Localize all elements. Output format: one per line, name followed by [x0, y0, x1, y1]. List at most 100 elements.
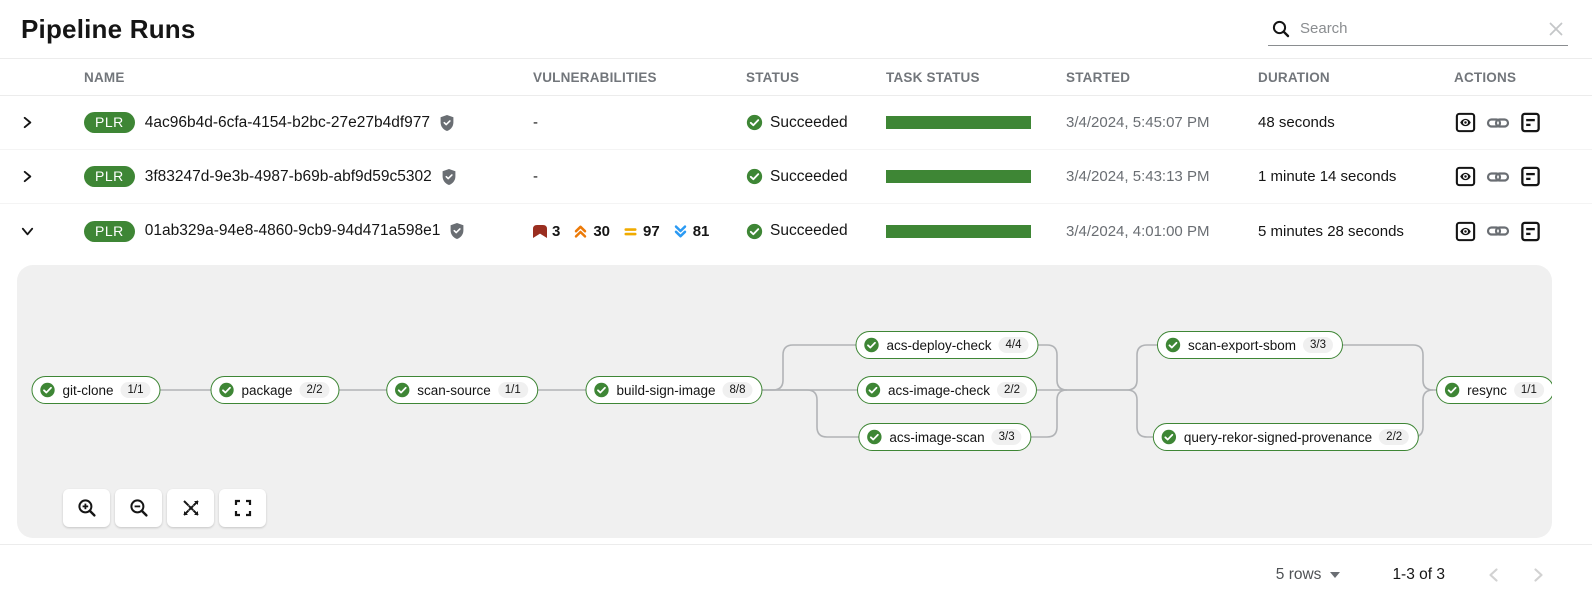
view-output-icon[interactable] — [1454, 165, 1477, 188]
expand-row-toggle[interactable] — [20, 169, 35, 184]
column-header-name: NAME — [84, 69, 125, 85]
task-node-count: 3/3 — [1303, 337, 1334, 353]
rows-per-page-label: 5 rows — [1275, 566, 1322, 583]
started-timestamp: 3/4/2024, 4:01:00 PM — [1066, 222, 1210, 240]
signed-shield-icon — [441, 168, 457, 186]
task-succeeded-icon — [865, 382, 881, 398]
clear-search-icon[interactable] — [1548, 21, 1564, 37]
view-output-icon[interactable] — [1454, 111, 1477, 134]
zoom-in-button[interactable] — [63, 489, 110, 527]
zoom-in-icon — [77, 498, 97, 518]
task-status-bar[interactable] — [886, 116, 1031, 129]
pipeline-run-name[interactable]: 01ab329a-94e8-4860-9cb9-94d471a598e1 — [144, 222, 441, 239]
task-node-label: scan-export-sbom — [1187, 337, 1297, 353]
pagination-controls — [1485, 566, 1547, 584]
page-title: Pipeline Runs — [21, 13, 196, 44]
task-node-resync[interactable]: resync 1/1 — [1436, 376, 1552, 404]
signed-shield-icon — [439, 114, 455, 132]
plr-badge: PLR — [84, 112, 135, 133]
collapse-row-toggle[interactable] — [20, 224, 35, 239]
chevron-right-icon — [20, 169, 35, 184]
task-node-count: 2/2 — [299, 382, 330, 398]
logs-icon[interactable] — [1519, 111, 1542, 134]
task-node-label: acs-deploy-check — [886, 337, 992, 353]
fit-to-screen-button[interactable] — [167, 489, 214, 527]
status-label: Succeeded — [770, 167, 848, 185]
task-node-count: 2/2 — [1379, 429, 1410, 445]
task-status-bar[interactable] — [886, 170, 1031, 183]
pipeline-edges — [155, 344, 1440, 438]
fullscreen-button[interactable] — [219, 489, 266, 527]
status-label: Succeeded — [770, 222, 848, 239]
chevron-right-icon — [20, 115, 35, 130]
table-row: PLR 3f83247d-9e3b-4987-b69b-abf9d59c5302… — [0, 150, 1592, 204]
critical-severity-icon — [533, 224, 547, 238]
next-page-button[interactable] — [1529, 566, 1547, 584]
expanded-row-panel: git-clone 1/1 package 2/2 scan-source 1/… — [0, 258, 1592, 545]
task-succeeded-icon — [39, 382, 55, 398]
table-footer: 5 rows 1-3 of 3 — [0, 545, 1592, 604]
search-input[interactable] — [1300, 20, 1538, 37]
vulnerabilities-summary[interactable]: 3 30 97 81 — [533, 223, 709, 240]
column-header-started: STARTED — [1066, 69, 1131, 85]
column-header-task-status: TASK STATUS — [886, 69, 980, 85]
task-node-scan-export-sbom[interactable]: scan-export-sbom 3/3 — [1156, 331, 1344, 359]
task-node-build-sign-image[interactable]: build-sign-image 8/8 — [585, 376, 763, 404]
pagination-range: 1-3 of 3 — [1392, 566, 1445, 583]
task-node-label: package — [241, 382, 293, 398]
task-node-count: 3/3 — [991, 429, 1022, 445]
pipeline-visualization[interactable]: git-clone 1/1 package 2/2 scan-source 1/… — [17, 265, 1552, 538]
chevron-left-icon — [1485, 566, 1503, 584]
plr-badge: PLR — [84, 220, 135, 242]
medium-count: 97 — [643, 222, 660, 240]
task-succeeded-icon — [593, 382, 609, 398]
succeeded-check-icon — [746, 114, 763, 131]
task-node-count: 8/8 — [722, 382, 753, 398]
task-succeeded-icon — [1165, 337, 1181, 353]
task-node-package[interactable]: package 2/2 — [210, 376, 340, 404]
column-header-status: STATUS — [746, 69, 800, 85]
task-succeeded-icon — [866, 429, 882, 445]
task-succeeded-icon — [863, 337, 879, 353]
link-icon[interactable] — [1486, 165, 1510, 189]
plr-badge: PLR — [84, 166, 135, 187]
task-node-query-rekor-signed-provenance[interactable]: query-rekor-signed-provenance 2/2 — [1152, 423, 1420, 451]
graph-toolbar — [63, 489, 266, 527]
view-output-icon[interactable] — [1454, 220, 1477, 243]
logs-icon[interactable] — [1519, 165, 1542, 188]
task-node-acs-image-check[interactable]: acs-image-check 2/2 — [856, 376, 1038, 404]
link-icon[interactable] — [1486, 219, 1510, 243]
task-succeeded-icon — [1444, 382, 1460, 398]
pipeline-run-name[interactable]: 4ac96b4d-6cfa-4154-b2bc-27e27b4df977 — [144, 113, 430, 131]
started-timestamp: 3/4/2024, 5:45:07 PM — [1066, 114, 1210, 131]
arrows-out-icon — [181, 498, 201, 518]
task-node-scan-source[interactable]: scan-source 1/1 — [386, 376, 538, 404]
previous-page-button[interactable] — [1485, 566, 1503, 584]
caret-down-icon — [1330, 572, 1341, 578]
zoom-out-icon — [129, 498, 149, 518]
task-node-count: 2/2 — [997, 382, 1028, 398]
rows-per-page-select[interactable]: 5 rows — [1276, 566, 1341, 584]
task-status-bar[interactable] — [886, 224, 1031, 238]
chevron-right-icon — [1529, 566, 1547, 584]
task-node-count: 1/1 — [120, 382, 151, 398]
started-timestamp: 3/4/2024, 5:43:13 PM — [1066, 168, 1210, 185]
vulnerabilities-value: - — [533, 114, 538, 131]
task-node-acs-image-scan[interactable]: acs-image-scan 3/3 — [858, 423, 1032, 451]
duration-value: 5 minutes 28 seconds — [1258, 222, 1404, 240]
task-node-git-clone[interactable]: git-clone 1/1 — [31, 376, 161, 404]
task-node-label: acs-image-scan — [889, 429, 985, 445]
pipeline-run-name[interactable]: 3f83247d-9e3b-4987-b69b-abf9d59c5302 — [144, 167, 432, 185]
table-row: PLR 4ac96b4d-6cfa-4154-b2bc-27e27b4df977… — [0, 96, 1592, 150]
task-node-acs-deploy-check[interactable]: acs-deploy-check 4/4 — [855, 331, 1039, 359]
medium-severity-icon — [623, 224, 638, 239]
column-header-vulnerabilities: VULNERABILITIES — [533, 69, 657, 85]
zoom-out-button[interactable] — [115, 489, 162, 527]
logs-icon[interactable] — [1519, 220, 1542, 243]
column-header-duration: DURATION — [1258, 69, 1330, 85]
search-box — [1268, 12, 1568, 46]
low-count: 81 — [692, 222, 710, 240]
link-icon[interactable] — [1486, 111, 1510, 135]
task-succeeded-icon — [394, 382, 410, 398]
expand-row-toggle[interactable] — [20, 115, 35, 130]
